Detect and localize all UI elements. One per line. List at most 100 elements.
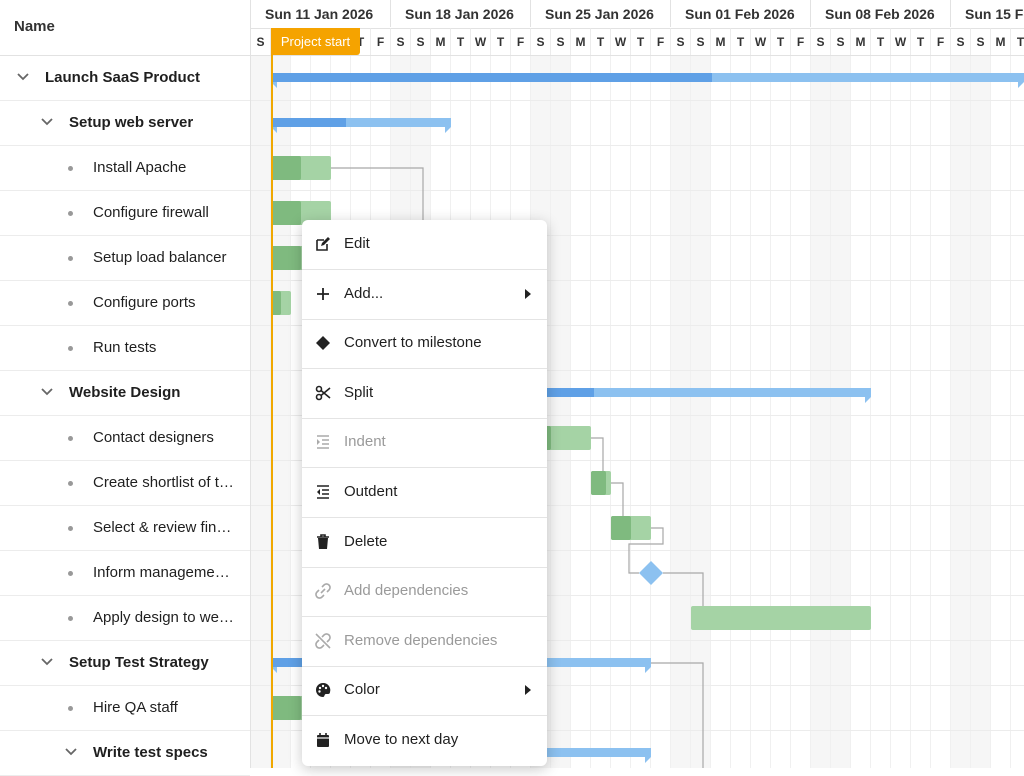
day-column — [631, 55, 651, 768]
chevron-down-icon[interactable] — [38, 383, 56, 401]
row-divider — [251, 595, 1024, 596]
menu-item-color[interactable]: Color — [302, 666, 547, 717]
menu-item-convert-to-milestone[interactable]: Convert to milestone — [302, 319, 547, 370]
task-bar[interactable] — [271, 291, 291, 315]
task-name: Contact designers — [93, 429, 214, 446]
day-column — [911, 55, 931, 768]
menu-item-label: Split — [344, 383, 374, 401]
day-header: S — [951, 28, 971, 55]
row-divider — [251, 190, 1024, 191]
day-header: T — [731, 28, 751, 55]
task-bar[interactable] — [271, 696, 311, 720]
task-bar[interactable] — [271, 156, 331, 180]
menu-item-remove-dependencies: Remove dependencies — [302, 617, 547, 667]
scissors-icon — [315, 385, 331, 401]
task-name: Launch SaaS Product — [45, 69, 201, 86]
grid-row[interactable]: Apply design to we… — [0, 596, 250, 641]
task-name: Website Design — [69, 384, 181, 401]
grid-row[interactable]: Contact designers — [0, 416, 250, 461]
milestone-diamond[interactable] — [639, 561, 663, 585]
summary-bar[interactable] — [531, 388, 871, 403]
grid-header: Name — [0, 0, 250, 56]
task-name: Setup load balancer — [93, 249, 227, 266]
summary-bar[interactable] — [531, 748, 651, 763]
grid-row[interactable]: Run tests — [0, 326, 250, 371]
name-column-header[interactable]: Name — [14, 18, 55, 35]
day-header: M — [711, 28, 731, 55]
row-divider — [251, 640, 1024, 641]
row-divider — [251, 370, 1024, 371]
menu-item-label: Move to next day — [344, 731, 459, 748]
day-header: F — [511, 28, 531, 55]
menu-item-add[interactable]: Add... — [302, 270, 547, 320]
grid-row[interactable]: Configure ports — [0, 281, 250, 326]
week-label: Sun 15 Feb 2026 — [965, 6, 1024, 22]
day-column — [711, 55, 731, 768]
day-header: S — [531, 28, 551, 55]
bullet-icon — [68, 616, 73, 621]
summary-bar[interactable] — [271, 118, 451, 133]
task-name: Run tests — [93, 339, 157, 356]
day-column — [831, 55, 851, 768]
grid-row[interactable]: Launch SaaS Product — [0, 56, 250, 101]
week-header: Sun 15 Feb 2026 — [951, 0, 1024, 27]
menu-item-split[interactable]: Split — [302, 369, 547, 419]
bullet-icon — [68, 526, 73, 531]
link-icon — [315, 583, 331, 600]
grid-row[interactable]: Install Apache — [0, 146, 250, 191]
task-bar[interactable] — [591, 471, 611, 495]
menu-item-label: Convert to milestone — [344, 334, 482, 352]
chevron-down-icon[interactable] — [14, 68, 32, 86]
day-header: T — [911, 28, 931, 55]
edit-icon — [315, 236, 331, 252]
menu-item-label: Add... — [344, 284, 384, 302]
menu-item-indent: Indent — [302, 418, 547, 469]
grid-row[interactable]: Hire QA staff — [0, 686, 250, 731]
bullet-icon — [68, 346, 73, 351]
grid-row[interactable]: Setup Test Strategy — [0, 641, 250, 686]
week-header: Sun 08 Feb 2026 — [811, 0, 951, 27]
day-column — [671, 55, 691, 768]
grid-row[interactable]: Write test specs — [0, 731, 250, 776]
task-bar[interactable] — [611, 516, 651, 540]
dependency-line — [651, 662, 704, 768]
task-bar[interactable] — [271, 246, 311, 270]
task-bar[interactable] — [271, 201, 331, 225]
grid-row[interactable]: Setup web server — [0, 101, 250, 146]
grid-row[interactable]: Configure firewall — [0, 191, 250, 236]
day-column — [951, 55, 971, 768]
menu-item-outdent[interactable]: Outdent — [302, 468, 547, 518]
chevron-down-icon[interactable] — [38, 113, 56, 131]
summary-bar[interactable] — [271, 73, 1024, 88]
grid-row[interactable]: Website Design — [0, 371, 250, 416]
task-name: Setup Test Strategy — [69, 654, 209, 671]
grid-row[interactable]: Setup load balancer — [0, 236, 250, 281]
unlink-icon — [315, 632, 331, 649]
task-bar[interactable] — [691, 606, 871, 630]
day-column — [251, 55, 271, 768]
task-name: Inform manageme… — [93, 564, 230, 581]
grid-row[interactable]: Create shortlist of t… — [0, 461, 250, 506]
context-menu: Edit Add... Convert to milestone Split Inden… — [302, 220, 547, 766]
task-name: Select & review fin… — [93, 519, 232, 536]
menu-item-edit[interactable]: Edit — [302, 220, 547, 270]
menu-item-delete[interactable]: Delete — [302, 518, 547, 568]
chevron-down-icon[interactable] — [62, 743, 80, 761]
bullet-icon — [68, 706, 73, 711]
grid-row[interactable]: Inform manageme… — [0, 551, 250, 596]
task-name: Hire QA staff — [93, 699, 178, 716]
day-header: W — [891, 28, 911, 55]
outdent-icon — [315, 484, 331, 500]
task-grid: Name Launch SaaS Product Setup web server… — [0, 0, 251, 776]
task-name: Create shortlist of t… — [93, 474, 234, 491]
menu-item-label: Delete — [344, 532, 388, 550]
day-column — [811, 55, 831, 768]
chevron-down-icon[interactable] — [38, 653, 56, 671]
dependency-line — [628, 527, 664, 574]
day-header: T — [871, 28, 891, 55]
menu-item-move-to-next-day[interactable]: Move to next day — [302, 716, 547, 765]
day-header: T — [631, 28, 651, 55]
grid-row[interactable]: Select & review fin… — [0, 506, 250, 551]
day-header: F — [791, 28, 811, 55]
calendar-icon — [315, 732, 331, 748]
